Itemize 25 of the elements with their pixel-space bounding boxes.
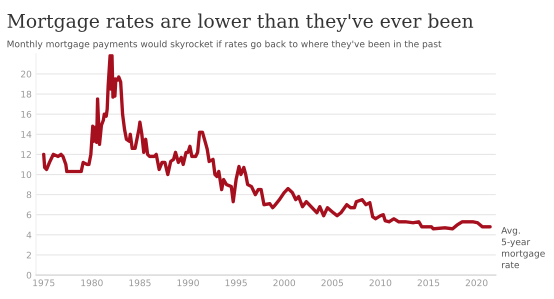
y-tick-label: 10 — [21, 171, 32, 178]
x-tick-label: 2020 — [466, 279, 488, 286]
x-tick-label: 1995 — [226, 279, 247, 286]
chart-title: Mortgage rates are lower than they've ever been — [8, 13, 474, 32]
chart-subtitle: Monthly mortgage payments would skyrocket if rates go back to where they've been in the past — [8, 40, 442, 50]
x-tick-label: 1990 — [178, 279, 199, 286]
x-tick-label: 2010 — [370, 279, 392, 286]
y-tick-label: 16 — [21, 110, 32, 118]
x-tick-label: 2005 — [321, 279, 343, 286]
y-tick-label: 6 — [26, 211, 32, 218]
x-tick-label: 2015 — [418, 279, 440, 286]
y-tick-label: 2 — [26, 252, 31, 258]
y-tick-label: 12 — [21, 151, 31, 158]
y-tick-label: 8 — [26, 191, 32, 198]
x-tick-label: 2000 — [273, 279, 296, 286]
y-tick-label: 4 — [26, 232, 32, 238]
y-tick-label: 18 — [21, 90, 32, 98]
y-tick-label: 14 — [21, 131, 32, 138]
y-tick-label: 0 — [26, 272, 32, 279]
line-series — [42, 54, 492, 230]
x-tick-label: 1985 — [129, 279, 151, 286]
x-tick-label: 1975 — [33, 279, 54, 286]
x-tick-label: 1980 — [81, 279, 103, 286]
series-label: Avg. 5-year mortgage rate — [501, 227, 545, 268]
y-tick-label: 20 — [21, 70, 32, 78]
